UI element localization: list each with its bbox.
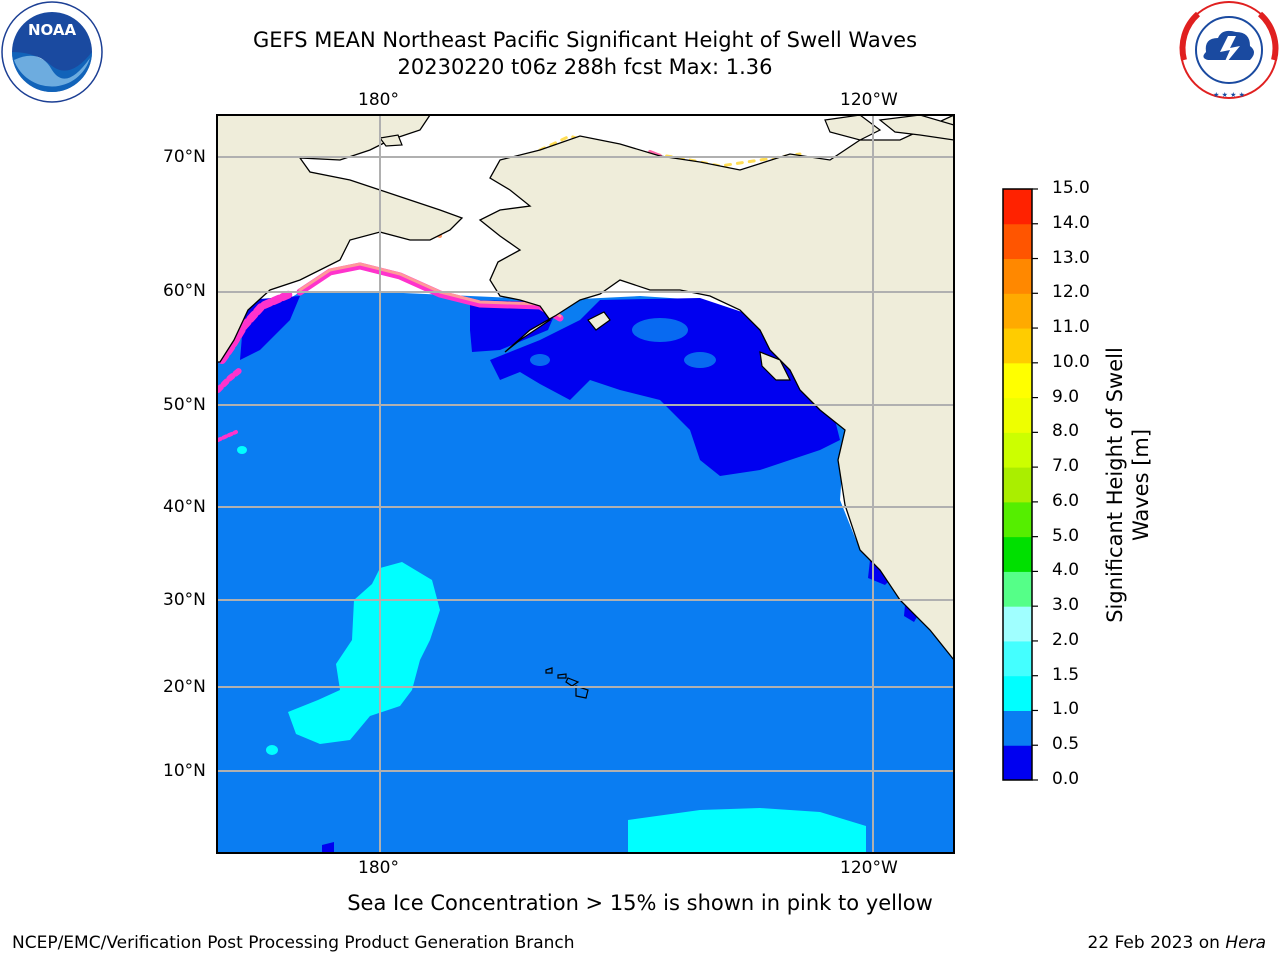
footer-date-text: 22 Feb 2023 on [1087,933,1226,953]
colorbar-tick-label: 10.0 [1052,351,1090,372]
colorbar-segment [1003,223,1032,260]
footer-producer: NCEP/EMC/Verification Post Processing Pr… [12,933,575,953]
colorbar-tick-label: 14.0 [1052,212,1090,233]
colorbar-segment [1003,362,1032,399]
sea-ice-note: Sea Ice Concentration > 15% is shown in … [347,891,933,915]
lat-label-70n: 70°N [163,147,206,167]
map-frame [216,114,955,854]
colorbar-tick-label: 1.5 [1052,664,1080,685]
colorbar-title-line2: Waves [m] [1129,428,1153,542]
cyan-swell-patches [237,446,866,853]
lat-label-60n: 60°N [163,281,206,301]
colorbar-tick-label: 6.0 [1052,490,1080,511]
lon-label-bottom-120w: 120°W [840,858,898,878]
colorbar-tick-label: 9.0 [1052,386,1080,407]
colorbar-tick-label: 11.0 [1052,317,1090,338]
noaa-logo: NOAA [1,1,103,103]
lat-label-30n: 30°N [163,590,206,610]
colorbar-tick-label: 13.0 [1052,247,1090,268]
colorbar-segment [1003,397,1032,433]
lon-label-top-180: 180° [358,90,399,110]
map-subtitle: 20230220 t06z 288h fcst Max: 1.36 [397,55,773,79]
lat-label-20n: 20°N [163,677,206,697]
map-title: GEFS MEAN Northeast Pacific Significant … [252,28,918,52]
colorbar-tick-label: 12.0 [1052,282,1090,303]
colorbar-segment [1003,501,1032,538]
colorbar-segment [1003,675,1032,711]
colorbar-tick-label: 5.0 [1052,525,1080,546]
colorbar-tick-label: 1.0 [1052,699,1080,720]
colorbar-tick-label: 2.0 [1052,629,1080,650]
colorbar-title: Significant Height of Swell Waves [m] [1102,347,1154,623]
footer-machine: Hera [1225,933,1266,953]
colorbar-tick-label: 3.0 [1052,595,1080,616]
noaa-logo-text: NOAA [28,21,77,39]
lat-label-50n: 50°N [163,395,206,415]
lat-label-40n: 40°N [163,497,206,517]
nws-logo: ★ ★ ★ ★ [1179,1,1279,99]
footer-date: 22 Feb 2023 on Hera [1088,933,1266,953]
map-area [217,115,954,853]
lat-label-10n: 10°N [163,761,206,781]
colorbar [1002,188,1038,781]
colorbar-segment [1003,710,1032,746]
colorbar-segment [1003,432,1032,468]
colorbar-segment [1003,606,1032,642]
graticule [217,115,954,853]
lon-label-top-120w: 120°W [840,90,898,110]
colorbar-tick-label: 15.0 [1052,178,1090,198]
colorbar-tick-label: 0.0 [1052,769,1080,789]
asia-land [217,115,464,363]
colorbar-segment [1003,293,1032,329]
colorbar-segment [1003,258,1032,294]
colorbar-segment [1003,745,1032,781]
colorbar-segment [1003,640,1032,677]
colorbar-tick-label: 4.0 [1052,560,1080,581]
colorbar-tick-label: 0.5 [1052,734,1080,755]
colorbar-segment [1003,328,1032,364]
lon-label-bottom-180: 180° [358,858,399,878]
colorbar-segment [1003,571,1032,607]
colorbar-title-line1: Significant Height of Swell [1103,347,1127,623]
colorbar-segment [1003,189,1032,225]
svg-text:★ ★ ★ ★: ★ ★ ★ ★ [1213,91,1245,99]
colorbar-tick-label: 7.0 [1052,456,1080,477]
colorbar-tick-label: 8.0 [1052,421,1080,442]
colorbar-segment [1003,536,1032,572]
colorbar-segment [1003,467,1032,503]
